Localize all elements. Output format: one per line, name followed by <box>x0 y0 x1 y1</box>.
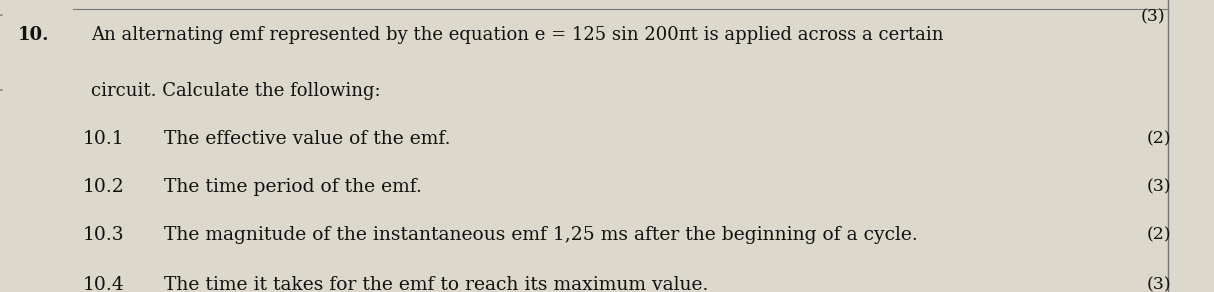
Text: 10.2: 10.2 <box>83 178 124 196</box>
Text: (3): (3) <box>1141 9 1165 26</box>
Text: 10.4: 10.4 <box>83 276 124 292</box>
Text: 10.: 10. <box>18 26 50 44</box>
Text: 10.1: 10.1 <box>83 130 124 148</box>
Text: circuit. Calculate the following:: circuit. Calculate the following: <box>91 82 381 100</box>
Text: The time period of the emf.: The time period of the emf. <box>164 178 421 196</box>
Text: (2): (2) <box>1147 130 1172 147</box>
Text: The time it takes for the emf to reach its maximum value.: The time it takes for the emf to reach i… <box>164 276 708 292</box>
Text: (3): (3) <box>1147 178 1172 195</box>
Text: (2): (2) <box>1147 226 1172 243</box>
Text: An alternating emf represented by the equation e = 125 sin 200πt is applied acro: An alternating emf represented by the eq… <box>91 26 943 44</box>
Text: (3): (3) <box>1147 276 1172 292</box>
Text: The effective value of the emf.: The effective value of the emf. <box>164 130 450 148</box>
Text: The magnitude of the instantaneous emf 1,25 ms after the beginning of a cycle.: The magnitude of the instantaneous emf 1… <box>164 226 918 244</box>
Text: 10.3: 10.3 <box>83 226 124 244</box>
